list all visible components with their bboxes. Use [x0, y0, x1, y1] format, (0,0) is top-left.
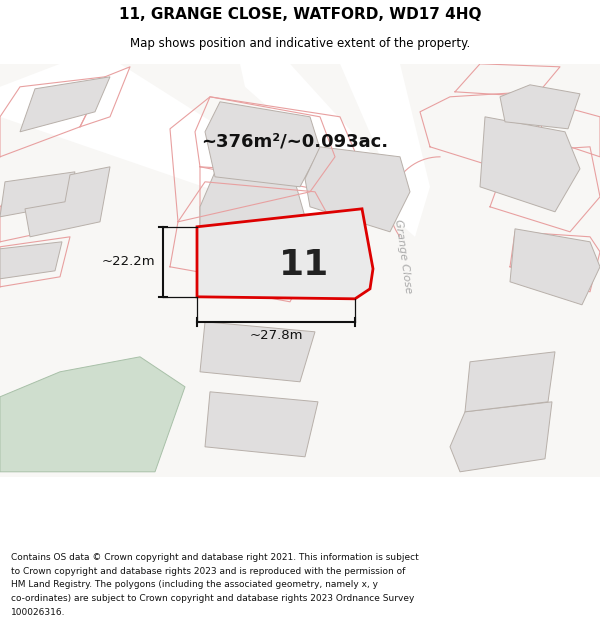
Polygon shape [0, 172, 75, 217]
Polygon shape [20, 77, 110, 132]
Polygon shape [0, 477, 600, 547]
Polygon shape [340, 64, 430, 237]
Polygon shape [500, 85, 580, 129]
Text: ~22.2m: ~22.2m [101, 255, 155, 268]
Polygon shape [197, 209, 373, 299]
Text: 11, GRANGE CLOSE, WATFORD, WD17 4HQ: 11, GRANGE CLOSE, WATFORD, WD17 4HQ [119, 6, 481, 21]
Text: 100026316.: 100026316. [11, 608, 65, 617]
Text: Map shows position and indicative extent of the property.: Map shows position and indicative extent… [130, 37, 470, 50]
Text: 11: 11 [279, 248, 329, 282]
Polygon shape [510, 229, 600, 305]
Polygon shape [205, 102, 320, 187]
Text: to Crown copyright and database rights 2023 and is reproduced with the permissio: to Crown copyright and database rights 2… [11, 567, 405, 576]
Polygon shape [0, 242, 62, 279]
Polygon shape [205, 392, 318, 457]
Text: HM Land Registry. The polygons (including the associated geometry, namely x, y: HM Land Registry. The polygons (includin… [11, 581, 378, 589]
Polygon shape [305, 147, 410, 232]
Polygon shape [200, 172, 305, 259]
Text: ~376m²/~0.093ac.: ~376m²/~0.093ac. [202, 132, 389, 151]
Polygon shape [200, 322, 315, 382]
Text: ~27.8m: ~27.8m [249, 329, 303, 342]
Text: Contains OS data © Crown copyright and database right 2021. This information is : Contains OS data © Crown copyright and d… [11, 553, 419, 562]
Text: Grange Close: Grange Close [393, 219, 413, 294]
Polygon shape [480, 117, 580, 212]
Polygon shape [25, 167, 110, 237]
Polygon shape [465, 352, 555, 412]
Polygon shape [450, 402, 552, 472]
Text: co-ordinates) are subject to Crown copyright and database rights 2023 Ordnance S: co-ordinates) are subject to Crown copyr… [11, 594, 414, 603]
Polygon shape [0, 64, 330, 227]
Polygon shape [240, 64, 420, 237]
Polygon shape [0, 357, 185, 472]
